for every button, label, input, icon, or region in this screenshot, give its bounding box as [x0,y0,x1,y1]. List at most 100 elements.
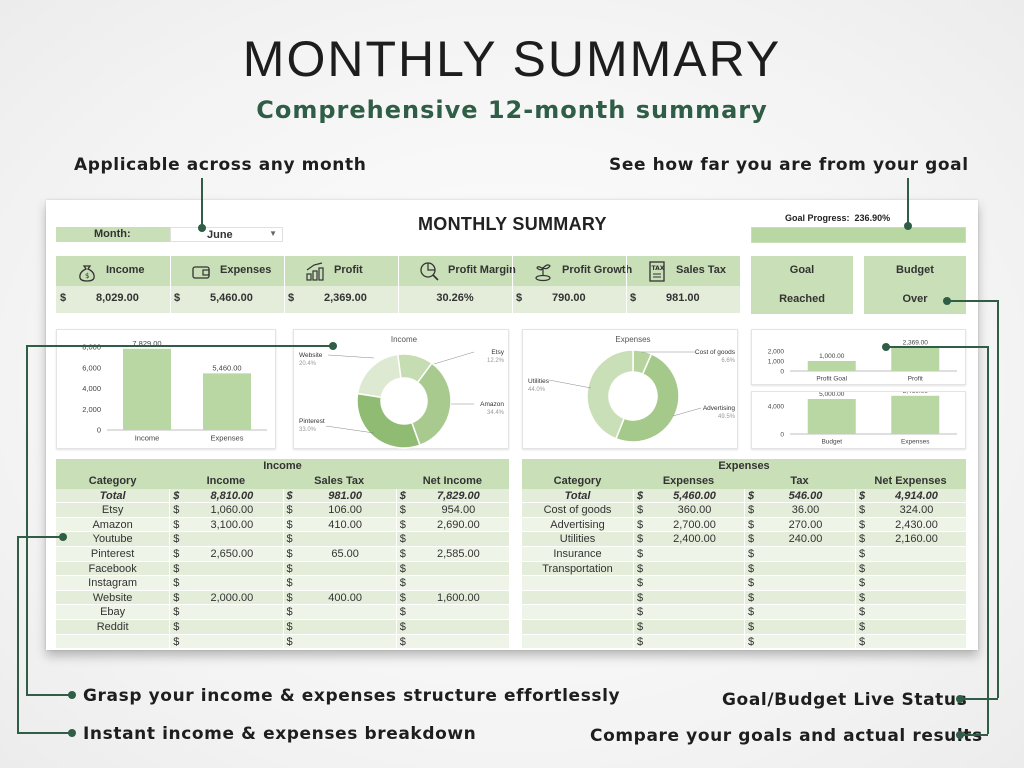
cell-divider [282,547,284,561]
income-table-column-header: Income [206,475,246,487]
tax-document-icon: TAX [646,260,668,282]
slice-label: Etsy [491,349,504,356]
expenses-table-total-row: Total $5,460.00 $546.00 $4,914.00 [522,488,966,504]
table-row: Transportation $ $ $ [522,561,966,577]
category-cell: Cost of goods [543,504,612,517]
cell-divider [169,576,171,590]
income-table-title-bar: Income [56,459,509,474]
cell-divider [282,561,284,576]
connector-dot [956,695,964,703]
kpi-divider [512,256,513,313]
cell-divider [855,561,856,576]
currency-cell: $ [399,533,406,546]
cell-divider [855,634,856,649]
data-label: 5,000.00 [819,392,845,398]
cell-divider [744,620,745,634]
goal-status-label: Goal [789,264,815,276]
page-subtitle: Comprehensive 12-month summary [256,96,768,124]
goal-progress-label-text: Goal Progress: [785,213,850,223]
connector-dot [943,297,951,305]
value-cell: 546.00 [788,489,823,502]
value-cell: 2,585.00 [436,548,480,560]
value-cell: 5,460.00 [673,489,716,502]
category-label: Income [135,434,160,443]
value-cell: 324.00 [899,504,934,517]
connector-dot [59,533,67,541]
currency-cell: $ [173,504,180,517]
currency-cell: $ [859,577,866,590]
cell-divider [395,532,397,546]
cell-divider [282,620,284,634]
kpi-label: Sales Tax [676,264,726,276]
cell-divider [395,634,397,649]
slice-percent: 20.4% [299,361,317,367]
connector-status-h [946,300,998,302]
kpi-value: 981.00 [666,292,700,304]
leader-line [327,354,375,359]
chart-title: Income [391,335,418,344]
connector-status-v [997,300,999,698]
y-tick-label: 6,000 [82,363,101,372]
slice-label: Cost of goods [695,349,736,356]
cell-divider [395,576,397,590]
kpi-divider [284,256,285,313]
income-table-column-header: Category [88,475,137,487]
value-cell: 400.00 [328,591,362,604]
currency-cell: $ [286,635,293,648]
currency-cell: $ [637,621,644,633]
connector-compare-v [987,346,989,734]
currency-cell: $ [859,591,866,604]
table-row: Website $2,000.00 $400.00 $1,600.00 [56,590,509,606]
profit-goal-bar-svg: 0 1,000 2,000 1,000.00 Profit Goal 2,369.00 Pr… [768,339,957,383]
cell-divider [633,503,634,517]
currency-cell: $ [748,548,755,560]
cell-divider [855,547,856,561]
cell-divider [169,561,171,576]
y-tick-label: 0 [97,426,101,435]
cell-divider [855,532,856,546]
spreadsheet-dashboard: Month: June ▼ MONTHLY SUMMARY Goal Progr… [46,200,978,650]
budget-status-label: Budget [896,264,934,276]
chart-title: Expenses [615,335,650,344]
currency-cell: $ [637,489,644,502]
goal-progress-value: 236.90% [854,213,891,223]
expenses-table-column-header: Tax [790,475,809,487]
category-label: Budget [821,439,842,446]
connector-dot [198,224,206,232]
category-cell: Pinterest [90,548,135,560]
kpi-value: 2,369.00 [324,292,367,304]
kpi-value: 30.26% [436,292,474,304]
table-row: Pinterest $2,650.00 $65.00 $2,585.00 [56,547,509,562]
currency-cell: $ [173,548,180,560]
callout-month: Applicable across any month [74,155,367,175]
cell-divider [744,605,745,619]
goal-status-value: Reached [779,293,825,305]
pie-slice [586,349,634,440]
value-cell: 36.00 [791,504,820,517]
kpi-currency: $ [516,292,523,304]
currency-cell: $ [399,562,406,575]
callout-breakdown: Instant income & expenses breakdown [83,724,477,744]
income-pie-svg: Income Website 20.4% Etsy 12.2% Amazon 34.4% Pi… [299,335,505,449]
currency-cell: $ [748,504,755,517]
currency-cell: $ [173,518,180,531]
currency-cell: $ [399,621,406,633]
value-cell: 410.00 [328,518,362,531]
value-cell: 2,400.00 [673,533,716,546]
month-label-cell: Month: [56,227,170,242]
y-tick-label: 8,000 [82,343,101,352]
data-label: 5,460.00 [212,363,241,372]
cell-divider [744,488,745,503]
value-cell: 2,690.00 [436,518,480,531]
kpi-currency: $ [174,292,181,304]
money-bag-icon: $ [76,260,98,282]
cell-divider [633,561,634,576]
budget-status-card: Budget Over [864,256,966,314]
kpi-label: Expenses [220,264,272,276]
month-select[interactable]: June ▼ [170,227,283,242]
currency-cell: $ [748,621,755,633]
leader-line [433,351,475,365]
y-tick-label: 0 [780,369,784,376]
slice-percent: 6.6% [721,358,735,364]
cell-divider [855,503,856,517]
